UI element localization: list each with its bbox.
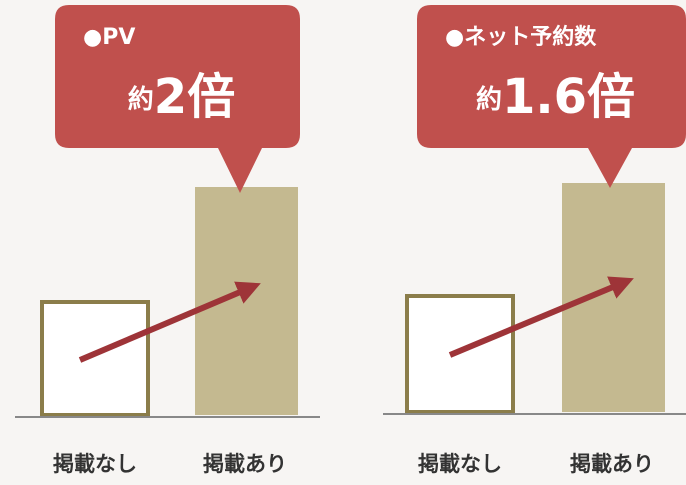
callout-ratio: 1.6倍 bbox=[502, 69, 635, 125]
callout-prefix: 約 bbox=[476, 84, 502, 115]
callout-value: 約1.6倍 bbox=[476, 69, 635, 125]
bar bbox=[562, 183, 665, 412]
callout-heading: ●ネット予約数 bbox=[445, 24, 597, 50]
callout-heading: ●PV bbox=[83, 25, 135, 50]
category-label: 掲載あり bbox=[570, 452, 654, 476]
callout-value: 約2倍 bbox=[128, 69, 235, 125]
category-label: 掲載なし bbox=[418, 452, 502, 476]
category-label: 掲載なし bbox=[53, 452, 137, 476]
callout bbox=[55, 5, 300, 193]
trend-arrow bbox=[78, 281, 261, 363]
category-label: 掲載あり bbox=[203, 452, 287, 476]
bar bbox=[195, 187, 298, 415]
callout-ratio: 2倍 bbox=[154, 69, 235, 125]
trend-arrow bbox=[448, 276, 634, 358]
callout-prefix: 約 bbox=[128, 84, 154, 115]
bar bbox=[40, 300, 150, 417]
callout bbox=[417, 5, 686, 188]
